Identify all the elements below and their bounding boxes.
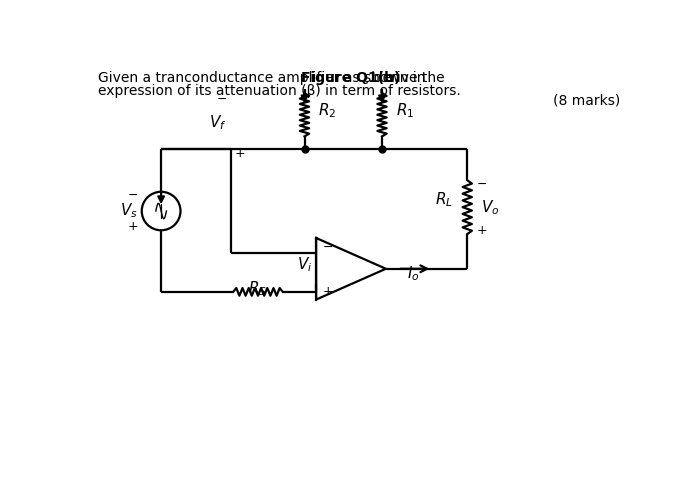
Text: $V_f$: $V_f$ xyxy=(209,113,227,132)
Text: $R_S$: $R_S$ xyxy=(248,279,267,298)
Text: $I_o$: $I_o$ xyxy=(407,264,419,283)
Text: +: + xyxy=(127,220,138,233)
Text: , derive the: , derive the xyxy=(365,71,444,85)
Text: +: + xyxy=(322,285,333,298)
Text: $V_s$: $V_s$ xyxy=(120,202,138,221)
Text: $V_i$: $V_i$ xyxy=(297,256,312,274)
Text: $R_1$: $R_1$ xyxy=(396,102,414,120)
Text: −: − xyxy=(127,189,138,202)
Text: Given a tranconductance amplifier as shown in: Given a tranconductance amplifier as sho… xyxy=(97,71,429,85)
Text: $V_o$: $V_o$ xyxy=(481,198,500,217)
Text: Figure Q1(b): Figure Q1(b) xyxy=(302,71,401,85)
Text: (8 marks): (8 marks) xyxy=(554,93,621,107)
Text: −: − xyxy=(322,241,332,254)
Text: +: + xyxy=(477,224,487,237)
Text: −: − xyxy=(477,178,487,191)
Text: $R_L$: $R_L$ xyxy=(435,190,454,209)
Text: +: + xyxy=(234,147,246,160)
Text: −: − xyxy=(216,93,227,106)
Text: expression of its attenuation (β) in term of resistors.: expression of its attenuation (β) in ter… xyxy=(97,84,461,98)
Text: $R_2$: $R_2$ xyxy=(318,102,337,120)
